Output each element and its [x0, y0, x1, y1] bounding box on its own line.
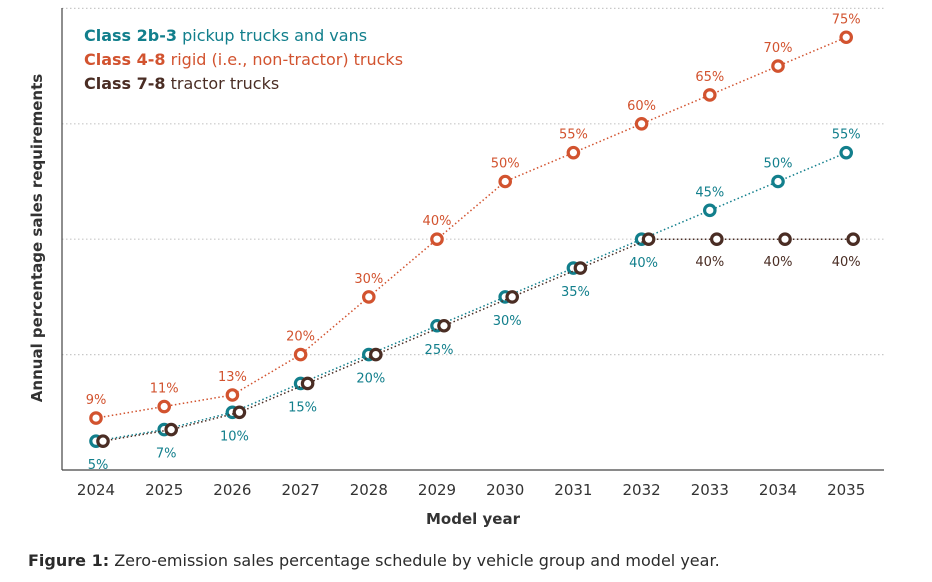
x-tick-label: 2034	[759, 481, 797, 499]
x-tick-label: 2024	[77, 481, 115, 499]
caption-prefix: Figure 1:	[28, 551, 110, 570]
data-label: 40%	[629, 256, 658, 271]
data-label: 25%	[425, 343, 454, 358]
legend-entry-desc: pickup trucks and vans	[177, 26, 367, 45]
x-tick-label: 2032	[623, 481, 661, 499]
data-point	[846, 232, 860, 246]
data-point	[498, 174, 512, 189]
data-point	[702, 203, 717, 218]
series-1: 9% 11% 13% 20% 30% 40% 50% 55% 60% 65% 70% 75%	[86, 12, 861, 425]
x-tick-label: 2025	[145, 481, 183, 499]
x-tick-label: 2028	[350, 481, 388, 499]
data-label: 65%	[695, 70, 724, 85]
data-label: 55%	[559, 128, 588, 143]
legend-entry: Class 4-8 rigid (i.e., non-tractor) truc…	[84, 50, 403, 69]
data-label: 60%	[627, 99, 656, 114]
gridlines	[62, 7, 884, 356]
data-point	[293, 347, 308, 362]
data-point	[96, 434, 110, 448]
data-label: 70%	[764, 41, 793, 56]
data-point	[300, 376, 315, 391]
data-point	[361, 290, 376, 304]
x-tick-label: 2033	[691, 481, 729, 499]
legend-entry: Class 7-8 tractor trucks	[84, 74, 279, 93]
legend: Class 2b-3 pickup trucks and vans Class 4…	[84, 26, 403, 93]
y-axis-label: Annual percentage sales requirements	[28, 74, 46, 402]
data-label: 50%	[764, 157, 793, 172]
data-point	[566, 145, 581, 160]
data-label: 11%	[150, 382, 179, 397]
data-point	[232, 405, 247, 420]
x-tick-label: 2026	[213, 481, 251, 499]
data-label: 45%	[695, 185, 724, 200]
x-tick-label: 2035	[827, 481, 865, 499]
data-point	[702, 88, 717, 102]
data-point	[634, 117, 649, 131]
data-label: 5%	[88, 458, 109, 473]
legend-entry: Class 2b-3 pickup trucks and vans	[84, 26, 367, 45]
data-label: 40%	[832, 255, 861, 270]
axes	[61, 8, 884, 471]
data-point	[437, 318, 451, 333]
data-label: 15%	[288, 400, 317, 415]
data-point	[157, 399, 171, 414]
data-label: 10%	[220, 429, 249, 444]
legend-entry-class: Class 2b-3	[84, 26, 177, 45]
data-point	[771, 174, 785, 189]
x-tick-labels: 2024 2025 2026 2027 2028 2029 2030 2031 2032 2033…	[77, 481, 865, 499]
data-point	[368, 347, 383, 362]
data-label: 40%	[764, 255, 793, 270]
series-0: 5% 7% 10% 15% 20% 25% 30% 35% 40% 45% 50% 55%	[88, 128, 861, 474]
data-label: 40%	[695, 255, 724, 270]
data-label: 75%	[832, 12, 861, 27]
data-label: 9%	[86, 393, 107, 408]
data-point	[771, 59, 785, 73]
series-line	[95, 36, 847, 419]
legend-entry-class: Class 4-8	[84, 50, 166, 69]
data-point	[225, 388, 240, 402]
data-label: 13%	[218, 370, 247, 385]
x-tick-label: 2027	[282, 481, 320, 499]
series-group: 5% 7% 10% 15% 20% 25% 30% 35% 40% 45% 50% 55% 9% 11% 1…	[86, 12, 861, 473]
data-point	[839, 145, 853, 160]
legend-entry-class: Class 7-8	[84, 74, 166, 93]
legend-entry-desc: rigid (i.e., non-tractor) trucks	[166, 50, 403, 69]
series-2: 40% 40% 40%	[96, 232, 861, 448]
caption-text: Zero-emission sales percentage schedule …	[109, 551, 720, 570]
legend-entry-desc: tractor trucks	[166, 74, 280, 93]
data-point	[709, 232, 724, 246]
series-line	[102, 238, 854, 442]
data-point	[430, 232, 444, 246]
figure-caption: Figure 1: Zero-emission sales percentage…	[28, 551, 720, 570]
data-point	[89, 411, 103, 425]
data-label: 7%	[156, 447, 177, 462]
x-axis-label: Model year	[426, 510, 521, 528]
data-label: 55%	[832, 128, 861, 143]
data-label: 30%	[493, 314, 522, 329]
data-label: 20%	[286, 330, 315, 345]
data-label: 40%	[423, 214, 452, 229]
series-line	[95, 152, 847, 442]
data-point	[164, 422, 178, 437]
data-label: 20%	[356, 372, 385, 387]
chart: 2024 2025 2026 2027 2028 2029 2030 2031 2032 2033…	[28, 7, 884, 528]
data-point	[839, 30, 853, 45]
data-point	[573, 261, 588, 275]
data-point	[641, 232, 656, 246]
x-tick-label: 2030	[486, 481, 524, 499]
data-label: 30%	[354, 272, 383, 287]
x-tick-label: 2031	[554, 481, 592, 499]
x-tick-label: 2029	[418, 481, 456, 499]
data-label: 50%	[491, 157, 520, 172]
data-point	[778, 232, 792, 246]
data-point	[505, 290, 519, 304]
data-label: 35%	[561, 285, 590, 300]
